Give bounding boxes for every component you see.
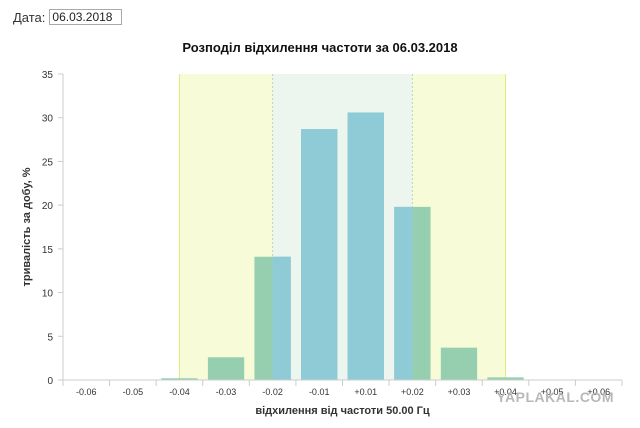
bar [161, 378, 198, 380]
x-tick-label: +0.01 [354, 387, 377, 397]
tolerance-band [272, 74, 413, 380]
watermark: YAPLAKAL.COM [496, 389, 614, 405]
y-tick-label: 25 [42, 157, 54, 168]
bar [487, 377, 524, 380]
y-tick-label: 10 [42, 289, 54, 300]
x-tick-label: +0.05 [541, 387, 564, 397]
y-tick-label: 15 [42, 245, 54, 256]
x-tick-label: -0.05 [123, 387, 144, 397]
bar-inner-segment [272, 256, 291, 380]
date-label: Дата: [13, 9, 46, 25]
x-axis-title: відхилення від частоти 50.00 Гц [255, 405, 430, 417]
chart-title: Розподіл відхилення частоти за 06.03.201… [182, 40, 458, 55]
x-tick-label: -0.01 [309, 387, 330, 397]
date-input[interactable] [49, 9, 123, 25]
x-tick-label: -0.06 [76, 387, 97, 397]
y-tick-label: 20 [42, 201, 54, 212]
x-tick-label: -0.03 [216, 387, 237, 397]
y-tick-label: 0 [47, 376, 53, 387]
x-tick-label: +0.04 [494, 387, 517, 397]
x-tick-label: +0.06 [587, 387, 610, 397]
bar-inner-segment [394, 206, 413, 380]
x-tick-label: +0.03 [448, 387, 471, 397]
bar [440, 347, 478, 380]
y-tick-label: 30 [42, 114, 54, 125]
x-tick-label: -0.02 [262, 387, 283, 397]
x-tick-label: +0.02 [401, 387, 424, 397]
bar-inner-segment [301, 129, 338, 380]
y-tick-label: 35 [42, 70, 54, 81]
bar [207, 357, 245, 380]
y-tick-label: 5 [47, 332, 53, 343]
x-tick-label: -0.04 [169, 387, 190, 397]
bar-inner-segment [347, 112, 384, 381]
date-filter: Дата: [13, 9, 123, 25]
y-axis-title: тривалість за добу, % [21, 167, 33, 286]
